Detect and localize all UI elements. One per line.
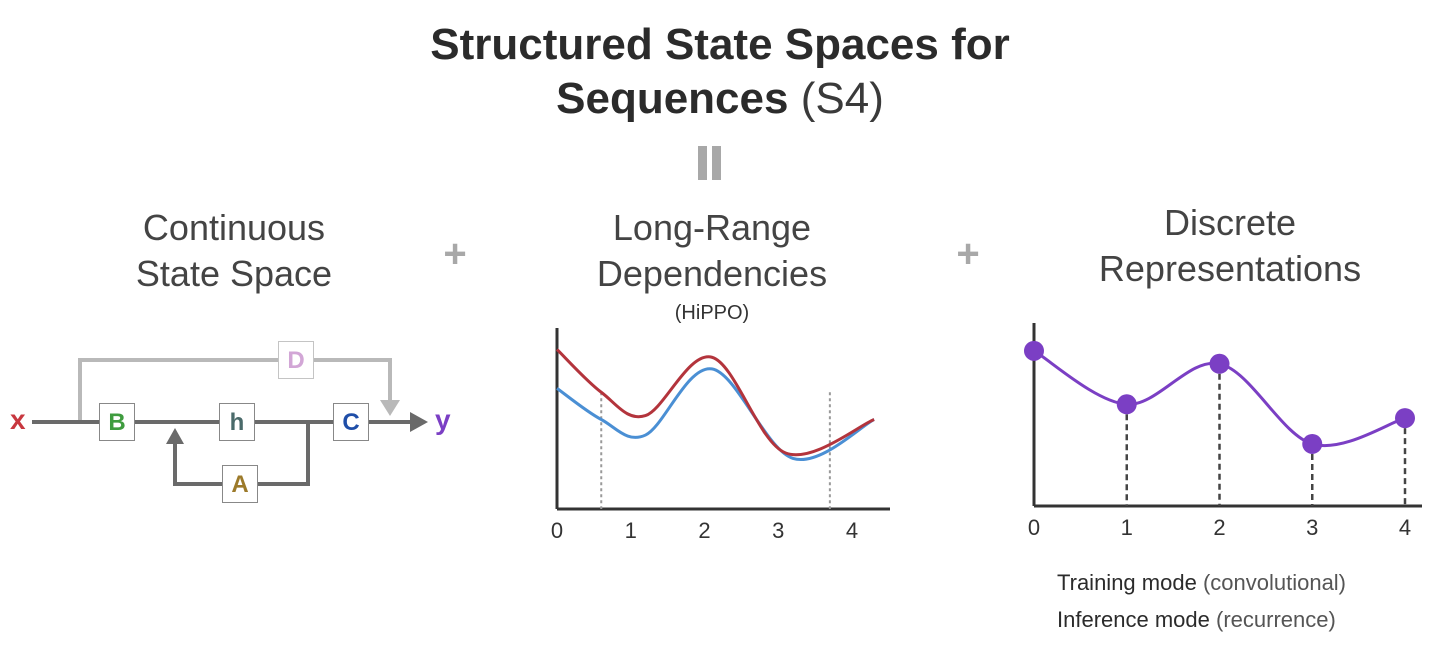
mode-training-detail: (convolutional)	[1202, 570, 1347, 595]
heading-continuous-line1: Continuous	[142, 207, 326, 248]
discrete-chart: 0 1 2 3 4	[1024, 323, 1422, 540]
output-arrow-head	[410, 412, 428, 432]
block-C: C	[333, 403, 369, 441]
data-point	[1209, 353, 1230, 374]
mode-training-label: Training mode	[1057, 570, 1197, 595]
heading-hippo-line1: Long-Range	[612, 207, 812, 248]
data-point	[1116, 394, 1137, 415]
feedback-arrow-head	[166, 428, 184, 444]
x-tick-label: 3	[772, 518, 784, 543]
x-tick-label: 0	[551, 518, 563, 543]
mode-inference: Inference mode (recurrence)	[1057, 601, 1346, 638]
data-point	[1024, 340, 1044, 361]
skip-path	[78, 358, 392, 422]
heading-discrete-line1: Discrete	[1163, 202, 1297, 243]
page-title: Structured State Spaces for Sequences (S…	[0, 18, 1440, 126]
block-A: A	[222, 465, 258, 503]
block-h: h	[219, 403, 255, 441]
x-tick-label: 3	[1306, 515, 1318, 540]
x-tick-label: 1	[1121, 515, 1133, 540]
input-x-label: x	[10, 404, 26, 435]
heading-discrete: Discrete Representations	[1070, 200, 1390, 292]
x-tick-label: 4	[846, 518, 858, 543]
mode-training: Training mode (convolutional)	[1057, 564, 1346, 601]
heading-discrete-line2: Representations	[1098, 248, 1362, 289]
modes-list: Training mode (convolutional) Inference …	[1057, 564, 1346, 638]
x-tick-label: 2	[1213, 515, 1225, 540]
heading-continuous: Continuous State Space	[84, 205, 384, 297]
series-line	[555, 348, 875, 457]
x-tick-label: 4	[1399, 515, 1411, 540]
heading-hippo-sub: (HiPPO)	[674, 302, 750, 324]
x-tick-label: 0	[1028, 515, 1040, 540]
mode-inference-detail: (recurrence)	[1216, 607, 1336, 632]
title-abbrev: (S4)	[800, 74, 884, 123]
title-line-2: Sequences (S4)	[0, 72, 1440, 126]
series-line	[556, 367, 875, 462]
data-point	[1395, 408, 1415, 429]
heading-hippo-line2: Dependencies	[596, 253, 828, 294]
output-y-label: y	[435, 404, 451, 435]
plus-sign-1: +	[443, 232, 467, 276]
equals-icon	[698, 146, 721, 180]
block-D: D	[278, 341, 314, 379]
heading-continuous-line2: State Space	[135, 253, 333, 294]
x-tick-label: 2	[698, 518, 710, 543]
block-B: B	[99, 403, 135, 441]
title-line-1: Structured State Spaces for	[430, 20, 1010, 69]
data-point	[1302, 433, 1323, 454]
x-tick-label: 1	[625, 518, 637, 543]
skip-arrow-head	[380, 400, 400, 416]
hippo-chart: 0 1 2 3 4	[551, 328, 890, 543]
mode-inference-label: Inference mode	[1057, 607, 1210, 632]
heading-hippo: Long-Range Dependencies	[562, 205, 862, 297]
title-bold: Sequences	[556, 74, 789, 123]
plus-sign-2: +	[956, 232, 980, 276]
